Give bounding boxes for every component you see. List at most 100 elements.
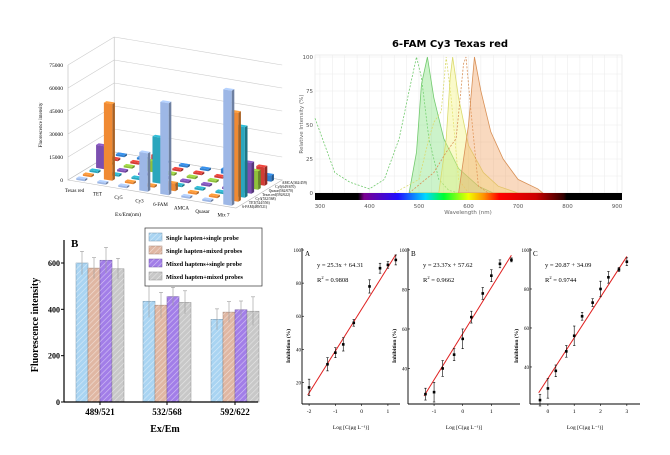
bar xyxy=(180,180,189,184)
chart-spectra: 300 400 500 600 700 800 900 0 25 50 75 100 Wavelengt… xyxy=(299,39,623,216)
x-axis-title: Log [C(μg L⁻¹)] xyxy=(567,424,603,431)
bar-side xyxy=(195,175,198,180)
bar-side xyxy=(147,151,151,192)
bar-side xyxy=(196,191,199,195)
bar-top xyxy=(178,162,190,166)
bar-side xyxy=(180,168,184,172)
gridline xyxy=(67,36,115,66)
legend-swatch-hatch xyxy=(149,272,162,280)
series-label: Texas red(592/622) xyxy=(262,193,291,197)
fit-line xyxy=(307,254,397,396)
bar-top xyxy=(139,150,151,154)
x-axis-title: Wavelength (nm) xyxy=(444,210,492,216)
chart-3d-bars: 0 15000 30000 45000 60000 75000 Texas red TET Cy… xyxy=(39,36,308,218)
bar xyxy=(172,168,181,172)
bar-top xyxy=(103,101,115,105)
bar-top xyxy=(117,167,129,171)
r-squared-symbol: R xyxy=(423,277,428,284)
bar-side xyxy=(231,89,235,206)
x-tick-label: 1 xyxy=(387,409,390,415)
bar-top xyxy=(172,166,184,170)
emission-curve xyxy=(438,56,519,194)
bar xyxy=(160,101,169,196)
bar-top xyxy=(207,177,219,181)
y-tick-label: 60 xyxy=(524,327,530,332)
bar-side xyxy=(97,169,101,174)
y-tick-label: 75000 xyxy=(49,63,63,69)
r-squared-value: = 0.9808 xyxy=(324,277,349,284)
bar-top xyxy=(187,189,199,193)
data-point xyxy=(510,258,513,262)
series-label: Cy5(649/670) xyxy=(275,185,296,189)
excitation-curve xyxy=(314,56,459,194)
bar-side xyxy=(126,184,130,189)
bar-top xyxy=(124,179,136,183)
x-category-label: Cy3 xyxy=(135,199,144,204)
bar xyxy=(193,172,202,176)
bar-side xyxy=(105,181,109,185)
series-label: Cy3(532/568) xyxy=(256,197,277,201)
bar-top xyxy=(256,164,268,168)
bar xyxy=(97,181,106,185)
bar xyxy=(152,136,161,184)
data-point xyxy=(461,337,465,341)
bar-hatch xyxy=(76,263,88,402)
bar-side xyxy=(132,165,135,169)
data-point xyxy=(599,287,602,291)
bar-top xyxy=(115,152,127,156)
bar xyxy=(76,178,85,182)
bar-top xyxy=(160,100,172,104)
bar xyxy=(96,144,105,170)
r-squared-value: = 0.9744 xyxy=(552,277,578,284)
bar-top xyxy=(208,193,220,197)
x-tick-label: 900 xyxy=(612,204,623,210)
x-axis-title: Log [C(μg L⁻¹)] xyxy=(333,424,369,431)
data-point xyxy=(580,314,584,318)
fit-equation: y = 25.3x + 64.31 xyxy=(317,262,363,269)
legend-swatch-hatch xyxy=(149,233,162,241)
data-point xyxy=(334,351,337,354)
bar-top xyxy=(193,170,205,174)
data-point xyxy=(424,392,427,396)
bar-side xyxy=(271,174,274,182)
data-point xyxy=(591,301,594,304)
chart-scatter-b: 40 60 80 100 -1 0 1 By = 23.37x + 57.62 R2 = 0.9… xyxy=(391,248,520,431)
legend-swatch-hatch xyxy=(149,246,162,254)
x-tick-label: 3 xyxy=(625,409,628,415)
data-point xyxy=(565,350,568,353)
bar xyxy=(202,199,211,203)
gridline xyxy=(67,82,115,112)
y-tick-label: 40 xyxy=(402,367,408,372)
x-tick-label: 700 xyxy=(513,204,524,210)
data-point xyxy=(352,321,356,325)
bar-side xyxy=(117,157,121,162)
gridline xyxy=(67,59,115,89)
x-tick-label: 592/622 xyxy=(220,407,250,417)
bar xyxy=(89,170,98,174)
bar-side xyxy=(133,180,136,185)
y-axis-title: Inhibition (%) xyxy=(391,329,398,363)
bar-side xyxy=(91,173,94,178)
y-tick-label: 50 xyxy=(306,123,313,129)
bar xyxy=(186,176,196,180)
fit-equation: y = 23.37x + 57.62 xyxy=(423,262,473,269)
y-tick-label: 20 xyxy=(296,381,302,386)
x-tick-label: 500 xyxy=(414,204,425,210)
y-tick-label: 60 xyxy=(296,315,302,320)
y-axis-title: Inhibition (%) xyxy=(285,329,292,363)
superscript: 2 xyxy=(321,275,323,280)
x-category-label: Quasar xyxy=(195,210,209,215)
bar xyxy=(181,195,190,199)
bar-top xyxy=(201,181,213,185)
r-squared-symbol: R xyxy=(317,277,322,284)
superscript: 2 xyxy=(549,275,551,280)
x-tick-label: 600 xyxy=(463,204,474,210)
bar-hatch xyxy=(155,305,167,402)
x-axis-title: Log [C(μg L⁻¹)] xyxy=(446,424,482,431)
x-axis-title: Ex/Em xyxy=(150,424,180,435)
y-tick-label: 100 xyxy=(303,55,314,61)
bar-side xyxy=(84,177,88,182)
bar-top xyxy=(130,159,142,163)
x-tick-label: 2 xyxy=(599,409,602,415)
chart-scatter-a: 20 40 60 80 100 -2 -1 0 1 Ay = 25.3x + 64.31 R2 = … xyxy=(285,248,400,431)
